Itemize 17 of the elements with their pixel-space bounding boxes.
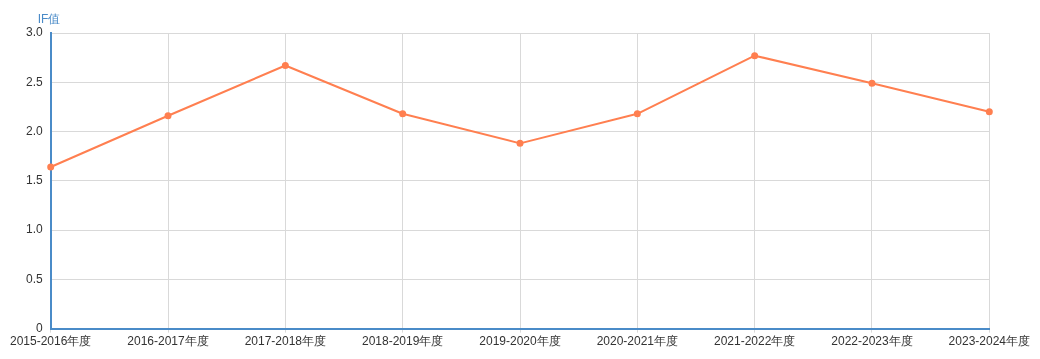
x-tick-label: 2019-2020年度 <box>479 334 561 349</box>
y-tick-label: 1.0 <box>26 222 44 237</box>
y-tick-label: 0.5 <box>26 271 44 286</box>
y-tick-label: 2.5 <box>26 74 44 89</box>
x-tick-label: 2016-2017年度 <box>127 334 209 349</box>
y-tick-label: 3.0 <box>26 25 44 40</box>
x-tick-label: 2021-2022年度 <box>713 334 796 349</box>
x-tick-label: 2018-2019年度 <box>361 334 444 349</box>
x-tick-label: 2023-2024年度 <box>948 334 1030 349</box>
x-tick-label: 2020-2021年度 <box>596 334 679 349</box>
y-tick-label: 1.5 <box>26 173 44 188</box>
y-axis-title: IF值 <box>37 12 61 27</box>
x-tick-label: 2015-2016年度 <box>10 334 92 349</box>
x-tick-label: 2017-2018年度 <box>244 334 327 349</box>
x-tick-label: 2022-2023年度 <box>831 334 913 349</box>
y-tick-label: 2.0 <box>26 123 44 138</box>
y-tick-label: 0 <box>36 320 44 335</box>
